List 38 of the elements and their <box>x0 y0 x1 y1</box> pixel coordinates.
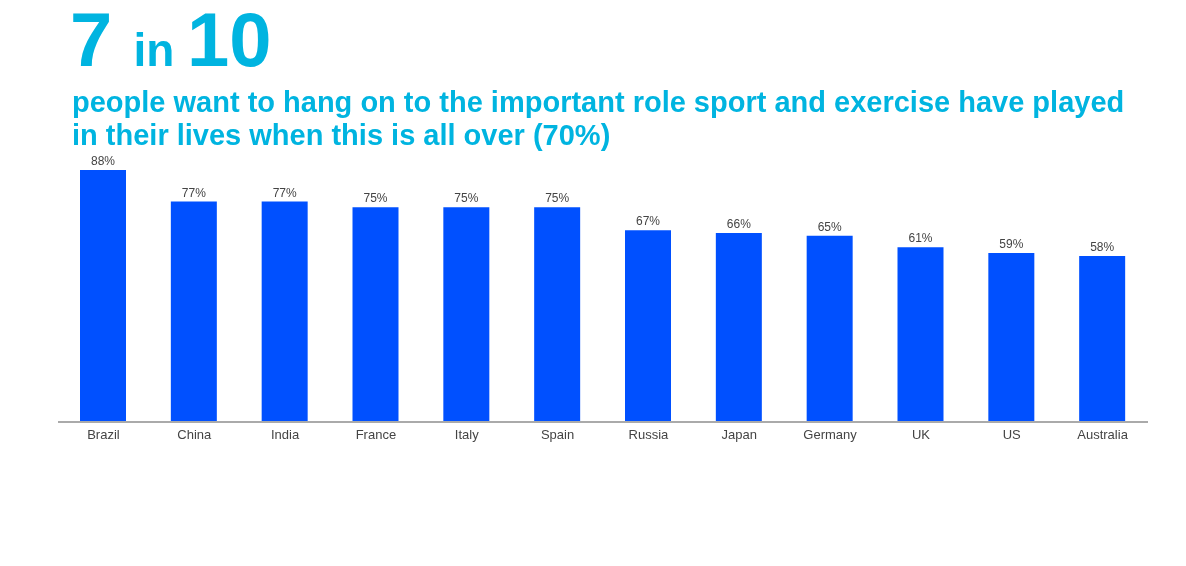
x-tick-label: UK <box>911 427 931 443</box>
x-tick-label: Spain <box>540 427 575 443</box>
bar <box>443 207 490 422</box>
x-tick-label: Italy <box>454 427 480 443</box>
data-label: 75% <box>545 191 570 206</box>
x-tick-label: Japan <box>721 427 757 443</box>
x-tick-label: China <box>177 427 212 443</box>
bar <box>897 247 944 422</box>
bar <box>261 201 308 422</box>
bar <box>170 201 217 422</box>
x-tick-label: Australia <box>1077 427 1129 443</box>
bar <box>80 170 126 422</box>
bar <box>988 253 1035 422</box>
data-label: 66% <box>726 217 752 231</box>
chart-subtitle: people want to hang on to the important role sport and exercise have played in their lives when this is all over (70%) <box>72 86 1126 152</box>
x-tick-label: France <box>355 427 397 443</box>
x-tick-label: US <box>1002 427 1022 443</box>
x-tick-label: Brazil <box>87 427 120 443</box>
data-label: 65% <box>817 219 842 234</box>
data-label: 61% <box>908 231 933 246</box>
bar <box>715 233 762 422</box>
data-label: 75% <box>454 191 479 206</box>
x-tick-label: Germany <box>803 427 858 443</box>
chart-title: 7 in 10 <box>70 0 272 82</box>
data-label: 77% <box>272 185 297 200</box>
data-label: 75% <box>363 191 388 206</box>
data-label: 59% <box>999 237 1024 252</box>
bar <box>1079 255 1126 422</box>
bar <box>352 207 399 422</box>
data-label: 88% <box>90 154 116 168</box>
data-label: 58% <box>1090 239 1115 254</box>
bar <box>806 235 853 422</box>
x-tick-label: Russia <box>628 427 670 443</box>
data-label: 77% <box>181 185 207 200</box>
bar <box>625 230 671 422</box>
bar <box>534 207 581 422</box>
x-tick-label: India <box>270 427 300 443</box>
data-label: 67% <box>635 214 661 229</box>
